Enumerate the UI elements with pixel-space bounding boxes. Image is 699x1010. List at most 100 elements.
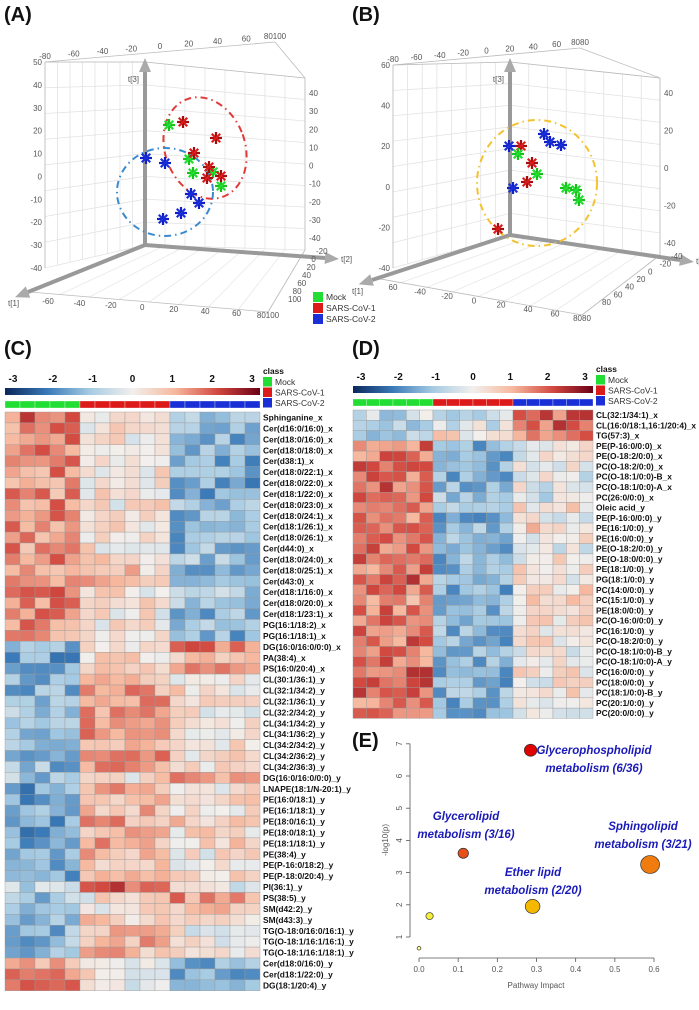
- heatmap-cell: [94, 794, 111, 806]
- class-annotation-cell: [4, 400, 21, 409]
- heatmap-cell: [19, 488, 36, 500]
- heatmap-cell: [109, 521, 126, 533]
- heatmap-cell: [472, 564, 487, 575]
- heatmap-cell: [94, 630, 111, 642]
- heatmap-cell: [184, 531, 201, 544]
- box-edge: [374, 277, 583, 316]
- heatmap-cell: [512, 481, 527, 493]
- heatmap-cell: [379, 707, 394, 719]
- heatmap-cell: [19, 630, 36, 642]
- tick-label: 60: [242, 35, 251, 44]
- heatmap-cell: [392, 605, 407, 616]
- heatmap-cell: [124, 728, 141, 740]
- heatmap-cell: [169, 892, 186, 904]
- heatmap-cell: [4, 553, 21, 566]
- heatmap-cell: [49, 499, 66, 511]
- heatmap-cell: [486, 522, 500, 534]
- heatmap-cell: [34, 466, 51, 478]
- heatmap-cell: [566, 584, 580, 596]
- heatmap-cell: [169, 422, 186, 435]
- heatmap-cell: [512, 502, 527, 513]
- heatmap-cell: [539, 409, 554, 421]
- heatmap-cell: [579, 481, 594, 493]
- heatmap-cell: [79, 652, 96, 664]
- heatmap-cell: [64, 804, 81, 817]
- heatmap-cell: [19, 728, 36, 740]
- heatmap-cell: [579, 543, 594, 555]
- row-label: TG(O-18:1/16:1/16:1)_y: [263, 937, 354, 947]
- heatmap-cell: [34, 411, 51, 424]
- heatmap-cell: [499, 677, 514, 688]
- heatmap-cell: [49, 903, 66, 915]
- heatmap-cell: [19, 422, 36, 435]
- heatmap-cell: [459, 430, 474, 442]
- data-point-sars-cov-1: [215, 170, 227, 182]
- heatmap-cell: [579, 646, 594, 657]
- tick-label: -20: [105, 301, 117, 310]
- heatmap-cell: [139, 455, 156, 467]
- heatmap-cell: [472, 481, 487, 493]
- heatmap-cell: [4, 739, 21, 751]
- bubble-point: [416, 946, 422, 951]
- heatmap-cell: [199, 597, 216, 609]
- heatmap-cell: [109, 422, 126, 435]
- heatmap-cell: [244, 881, 261, 893]
- heatmap-cell: [94, 739, 111, 751]
- heatmap-cell: [109, 411, 126, 424]
- heatmap-cell: [229, 597, 246, 609]
- heatmap-cell: [214, 815, 231, 828]
- heatmap-cell: [94, 673, 111, 686]
- heatmap-cell: [486, 615, 500, 627]
- heatmap-cell: [552, 481, 567, 493]
- heatmap-cell: [406, 461, 420, 472]
- heatmap-cell: [199, 652, 216, 664]
- tick-label: -10: [30, 195, 42, 204]
- heatmap-cell: [214, 542, 231, 555]
- heatmap-cell: [244, 804, 261, 817]
- heatmap-cell: [552, 697, 567, 709]
- x-tick-label: 0.1: [453, 965, 465, 974]
- heatmap-cell: [49, 925, 66, 937]
- heatmap-cell: [19, 914, 36, 926]
- heatmap-cell: [366, 677, 380, 688]
- heatmap-cell: [526, 574, 540, 585]
- heatmap-cell: [19, 837, 36, 850]
- class-annotation-cell: [352, 398, 367, 407]
- heatmap-cell: [79, 837, 96, 850]
- grid-line: [400, 237, 529, 284]
- heatmap-cell: [124, 422, 141, 435]
- heatmap-cell: [169, 848, 186, 860]
- heatmap-cell: [472, 594, 487, 606]
- grid-line: [44, 153, 146, 166]
- heatmap-cell: [139, 772, 156, 784]
- box-edge: [29, 291, 269, 313]
- heatmap-cell: [379, 594, 394, 606]
- heatmap-cell: [64, 608, 81, 620]
- heatmap-cell: [169, 739, 186, 751]
- heatmap-cell: [446, 666, 460, 678]
- row-label: Cer(d18:0/22:0)_x: [263, 478, 333, 488]
- heatmap-cell: [199, 925, 216, 937]
- heatmap-cell: [244, 684, 261, 697]
- heatmap-cell: [366, 553, 380, 565]
- tick-label: 50: [33, 58, 42, 67]
- tick-label: 0: [648, 267, 653, 276]
- class-annotation-cell: [419, 398, 434, 407]
- heatmap-cell: [184, 695, 201, 708]
- row-label: Cer(d18:0/18:0)_x: [263, 445, 333, 455]
- heatmap-cell: [366, 574, 380, 585]
- heatmap-cell: [379, 564, 394, 575]
- heatmap-cell: [79, 521, 96, 533]
- x-tick-label: 0.6: [648, 965, 660, 974]
- heatmap-cell: [579, 687, 594, 699]
- heatmap-cell: [419, 409, 434, 421]
- heatmap-cell: [229, 521, 246, 533]
- heatmap-cell: [392, 522, 407, 534]
- heatmap-cell: [539, 471, 554, 483]
- data-point-mock: [531, 168, 543, 180]
- heatmap-cell: [244, 826, 261, 839]
- heatmap-cell: [229, 695, 246, 708]
- heatmap-cell: [566, 430, 580, 442]
- row-label: Cer(d18:1/22:0)_x: [263, 489, 333, 499]
